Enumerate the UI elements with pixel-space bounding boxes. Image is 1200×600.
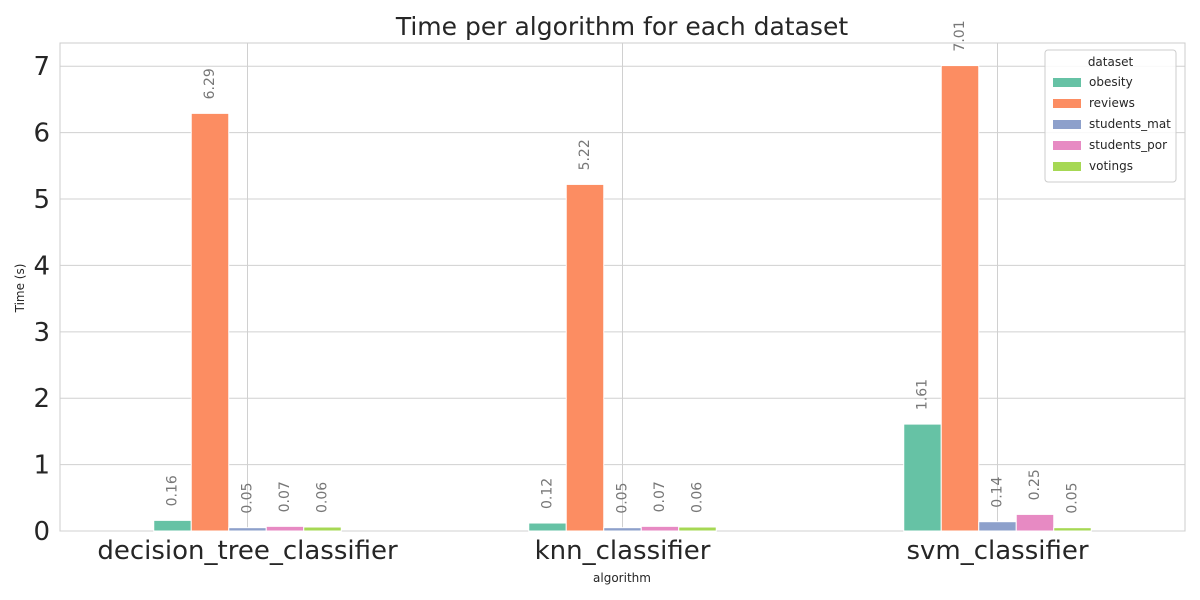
data-label: 0.05	[1065, 483, 1081, 514]
y-tick-label: 3	[33, 318, 50, 348]
bar	[528, 522, 567, 532]
bar	[153, 519, 192, 532]
data-labels: 0.16 6.29 0.05 0.07 0.06 0.12 5.22 0.05 0.07 0.06…	[165, 20, 1081, 513]
legend-entry: students_mat	[1089, 117, 1171, 131]
bar	[265, 525, 305, 532]
x-axis-label: algorithm	[593, 571, 651, 585]
data-label: 0.16	[165, 475, 181, 506]
x-tick-label: knn_classifier	[535, 536, 711, 566]
legend-swatch	[1053, 162, 1081, 171]
y-tick-label: 5	[33, 185, 50, 215]
bar	[640, 525, 680, 532]
data-label: 5.22	[577, 139, 593, 170]
bar	[565, 183, 605, 532]
legend: dataset obesity reviews students_matstudent…	[1044, 49, 1177, 183]
bar	[1053, 527, 1092, 532]
data-label: 0.06	[690, 482, 706, 513]
bar	[303, 526, 342, 532]
y-tick-label: 0	[33, 517, 50, 547]
data-label: 0.07	[277, 481, 293, 512]
y-tick-label: 4	[33, 251, 50, 281]
data-label: 1.61	[915, 379, 931, 410]
data-label: 0.07	[652, 481, 668, 512]
y-axis-ticks: 0 1 2 3 4 5 6 7	[33, 52, 50, 547]
legend-entry: votings	[1089, 159, 1133, 173]
legend-swatch	[1053, 141, 1081, 150]
data-label: 0.05	[240, 483, 256, 514]
legend-entry: students_por	[1089, 138, 1167, 152]
legend-swatch	[1053, 120, 1081, 129]
bar	[940, 65, 980, 532]
bar	[190, 112, 230, 532]
bar	[603, 527, 642, 532]
y-tick-label: 1	[33, 451, 50, 481]
legend-entry: reviews	[1089, 96, 1135, 110]
legend-swatch	[1053, 78, 1081, 87]
chart-title: Time per algorithm for each dataset	[395, 12, 848, 41]
data-label: 0.05	[615, 483, 631, 514]
y-tick-label: 2	[33, 384, 50, 414]
bar	[1015, 513, 1055, 532]
data-label: 6.29	[202, 68, 218, 99]
legend-entry: obesity	[1089, 75, 1133, 89]
bar	[978, 521, 1017, 532]
bars	[153, 65, 1092, 532]
data-label: 0.25	[1027, 469, 1043, 500]
bar	[903, 423, 942, 532]
data-label: 0.14	[990, 476, 1006, 507]
x-axis-ticks: decision_tree_classifier knn_classifier sv…	[97, 536, 1089, 566]
data-label: 0.06	[315, 482, 331, 513]
x-tick-label: svm_classifier	[906, 536, 1088, 566]
bar	[228, 527, 267, 532]
bar	[678, 526, 717, 532]
legend-swatch	[1053, 99, 1081, 108]
y-tick-label: 7	[33, 52, 50, 82]
y-tick-label: 6	[33, 119, 50, 149]
legend-title: dataset	[1088, 55, 1134, 69]
y-axis-label: Time (s)	[13, 264, 27, 314]
x-tick-label: decision_tree_classifier	[97, 536, 398, 566]
data-label: 0.12	[540, 478, 556, 509]
data-label: 7.01	[952, 20, 968, 51]
